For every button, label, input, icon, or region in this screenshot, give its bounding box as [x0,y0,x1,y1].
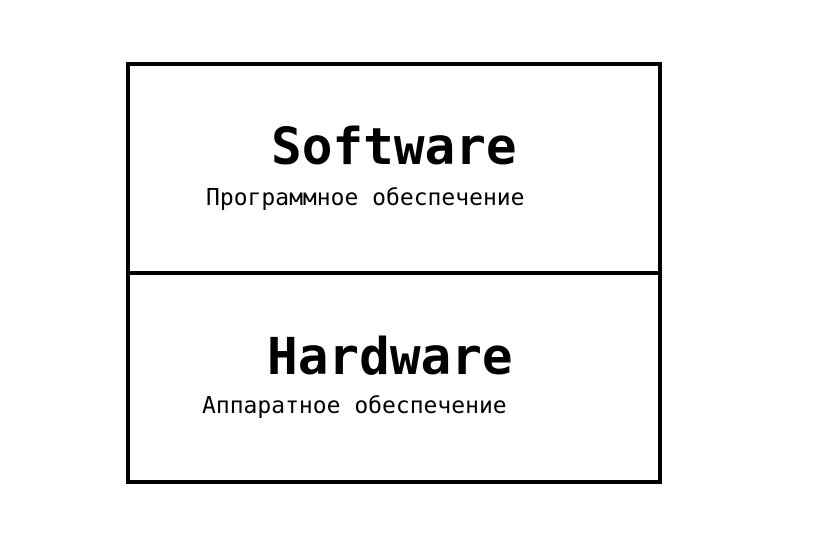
software-layer-box: Software Программное обеспечение [130,66,658,271]
hardware-layer-box: Hardware Аппаратное обеспечение [130,275,658,480]
hardware-title: Hardware [267,328,513,387]
layer-divider [130,271,658,275]
layer-diagram: Software Программное обеспечение Hardwar… [126,62,662,484]
software-title: Software [271,118,517,177]
hardware-subtitle: Аппаратное обеспечение [202,393,507,419]
software-subtitle: Программное обеспечение [206,185,525,211]
